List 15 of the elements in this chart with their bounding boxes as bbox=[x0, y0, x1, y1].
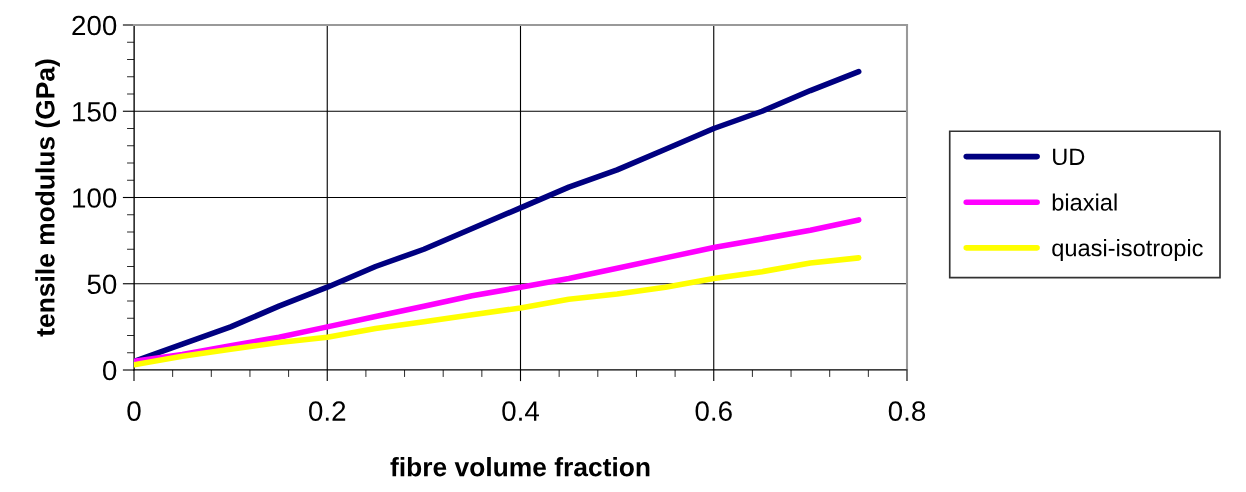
legend-label: biaxial bbox=[1052, 193, 1117, 211]
x-tick-label: 0 bbox=[127, 401, 141, 421]
y-axis-title: tensile modulus (GPa) bbox=[35, 59, 60, 337]
y-tick-label: 200 bbox=[72, 15, 117, 36]
legend-label: UD bbox=[1053, 148, 1085, 166]
x-axis-title: fibre volume fraction bbox=[390, 457, 650, 477]
y-tick-label: 0 bbox=[102, 360, 117, 381]
y-tick-label: 100 bbox=[73, 188, 117, 208]
legend-label: quasi-isotropic bbox=[1052, 239, 1203, 262]
x-tick-label: 0.6 bbox=[695, 401, 732, 421]
x-tick-label: 0.4 bbox=[502, 401, 539, 421]
x-tick-label: 0.2 bbox=[309, 401, 346, 421]
y-tick-label: 50 bbox=[87, 274, 117, 295]
x-tick-label: 0.8 bbox=[888, 401, 926, 421]
y-tick-label: 150 bbox=[73, 101, 117, 122]
